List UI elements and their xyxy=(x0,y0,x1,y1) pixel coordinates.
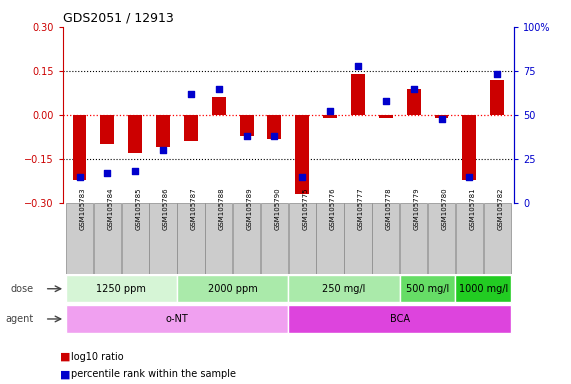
Bar xyxy=(400,203,427,274)
Text: GSM105781: GSM105781 xyxy=(469,187,475,230)
Bar xyxy=(184,115,198,141)
Point xyxy=(270,133,279,139)
Bar xyxy=(288,275,400,302)
Bar xyxy=(240,115,254,136)
Point xyxy=(325,108,335,114)
Text: GSM105780: GSM105780 xyxy=(441,187,448,230)
Text: GSM105786: GSM105786 xyxy=(163,187,169,230)
Bar xyxy=(316,203,344,274)
Bar xyxy=(490,80,504,115)
Bar xyxy=(150,203,176,274)
Bar xyxy=(66,203,93,274)
Point xyxy=(353,63,363,69)
Text: GDS2051 / 12913: GDS2051 / 12913 xyxy=(63,11,174,24)
Text: GSM105775: GSM105775 xyxy=(302,187,308,230)
Point xyxy=(159,147,168,153)
Point xyxy=(75,174,84,180)
Bar xyxy=(122,203,149,274)
Bar xyxy=(66,305,288,333)
Text: GSM105788: GSM105788 xyxy=(219,187,225,230)
Bar xyxy=(428,203,455,274)
Point xyxy=(214,86,223,92)
Bar xyxy=(261,203,288,274)
Text: percentile rank within the sample: percentile rank within the sample xyxy=(71,369,236,379)
Bar xyxy=(205,203,232,274)
Bar xyxy=(288,305,511,333)
Point xyxy=(493,71,502,78)
Text: GSM105784: GSM105784 xyxy=(107,187,114,230)
Bar xyxy=(66,275,177,302)
Bar xyxy=(177,275,288,302)
Bar xyxy=(288,203,316,274)
Bar xyxy=(379,115,393,118)
Bar xyxy=(400,275,456,302)
Text: BCA: BCA xyxy=(390,314,410,324)
Text: 250 mg/l: 250 mg/l xyxy=(323,284,366,294)
Bar xyxy=(456,275,511,302)
Point xyxy=(409,86,418,92)
Text: GSM105785: GSM105785 xyxy=(135,187,141,230)
Point xyxy=(186,91,195,97)
Bar xyxy=(323,115,337,118)
Bar xyxy=(156,115,170,147)
Point xyxy=(103,170,112,176)
Point xyxy=(465,174,474,180)
Text: GSM105790: GSM105790 xyxy=(275,187,280,230)
Text: GSM105789: GSM105789 xyxy=(247,187,252,230)
Bar xyxy=(484,203,511,274)
Point xyxy=(242,133,251,139)
Text: agent: agent xyxy=(5,314,34,324)
Text: 500 mg/l: 500 mg/l xyxy=(406,284,449,294)
Point xyxy=(437,116,446,122)
Bar xyxy=(372,203,400,274)
Text: 1000 mg/l: 1000 mg/l xyxy=(459,284,508,294)
Bar xyxy=(233,203,260,274)
Bar xyxy=(407,89,421,115)
Bar xyxy=(73,115,86,180)
Bar xyxy=(456,203,483,274)
Bar xyxy=(212,98,226,115)
Text: GSM105779: GSM105779 xyxy=(413,187,420,230)
Text: GSM105778: GSM105778 xyxy=(386,187,392,230)
Bar xyxy=(94,203,121,274)
Bar xyxy=(435,115,448,118)
Text: 1250 ppm: 1250 ppm xyxy=(96,284,146,294)
Text: ■: ■ xyxy=(61,352,71,362)
Bar xyxy=(177,203,204,274)
Bar xyxy=(128,115,142,153)
Text: ■: ■ xyxy=(61,369,71,379)
Point xyxy=(297,174,307,180)
Text: GSM105776: GSM105776 xyxy=(330,187,336,230)
Text: o-NT: o-NT xyxy=(166,314,188,324)
Bar xyxy=(100,115,114,144)
Point xyxy=(131,168,140,174)
Bar xyxy=(267,115,282,139)
Text: 2000 ppm: 2000 ppm xyxy=(208,284,258,294)
Bar xyxy=(351,74,365,115)
Bar xyxy=(344,203,372,274)
Text: GSM105787: GSM105787 xyxy=(191,187,197,230)
Text: log10 ratio: log10 ratio xyxy=(71,352,124,362)
Point xyxy=(381,98,391,104)
Text: GSM105783: GSM105783 xyxy=(79,187,86,230)
Text: GSM105777: GSM105777 xyxy=(358,187,364,230)
Text: dose: dose xyxy=(10,284,34,294)
Bar xyxy=(295,115,309,194)
Bar xyxy=(463,115,476,180)
Text: GSM105782: GSM105782 xyxy=(497,187,503,230)
